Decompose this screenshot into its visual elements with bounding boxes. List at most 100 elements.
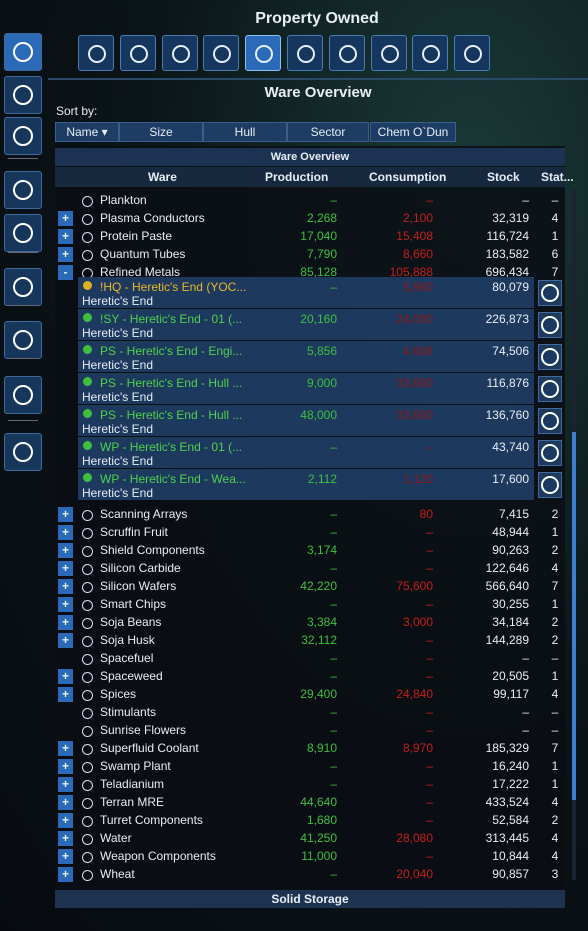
tab-button[interactable]: [203, 35, 240, 71]
ware-icon: [82, 600, 93, 611]
stations: 3: [551, 867, 559, 881]
production: –: [330, 193, 337, 207]
consumption: –: [426, 705, 433, 719]
tab-button[interactable]: [454, 35, 491, 71]
stock: 48,944: [492, 525, 529, 539]
stations: 2: [551, 507, 559, 521]
stock: 144,289: [485, 633, 529, 647]
tab-button[interactable]: [119, 35, 156, 71]
expand-button[interactable]: +: [58, 777, 73, 792]
expand-button[interactable]: +: [58, 633, 73, 648]
production: 29,400: [300, 687, 337, 701]
sidebar-button[interactable]: [4, 321, 42, 359]
expand-button[interactable]: +: [58, 507, 73, 522]
ware-icon: [82, 214, 93, 225]
table-title: Ware Overview: [55, 148, 565, 166]
stock: 226,873: [485, 312, 529, 326]
table-bg: [55, 146, 565, 908]
production: –: [330, 723, 337, 737]
expand-button[interactable]: +: [58, 687, 73, 702]
sort-button[interactable]: Name ▾: [55, 122, 119, 142]
station-row-bg[interactable]: [78, 309, 534, 340]
tab-button[interactable]: [412, 35, 449, 71]
expand-button[interactable]: +: [58, 615, 73, 630]
expand-button[interactable]: +: [58, 759, 73, 774]
sort-button[interactable]: Chem O`Dun: [370, 122, 456, 142]
expand-button[interactable]: +: [58, 525, 73, 540]
expand-button[interactable]: +: [58, 211, 73, 226]
ware-icon: [82, 726, 93, 737]
stations: 4: [551, 849, 559, 863]
expand-button[interactable]: +: [58, 229, 73, 244]
station-row-bg[interactable]: [78, 405, 534, 436]
ware-name: Plasma Conductors: [100, 211, 205, 225]
ware-name: Soja Husk: [100, 633, 155, 647]
ware-name: Soja Beans: [100, 615, 162, 629]
expand-button[interactable]: +: [58, 597, 73, 612]
stock: 185,329: [485, 741, 529, 755]
expand-button[interactable]: -: [58, 265, 73, 280]
stock: 183,582: [485, 247, 529, 261]
expand-button[interactable]: +: [58, 561, 73, 576]
station-name: WP - Heretic's End - Wea...: [100, 472, 246, 486]
expand-button[interactable]: +: [58, 247, 73, 262]
sort-button[interactable]: Size: [119, 122, 203, 142]
station-location: Heretic's End: [82, 358, 153, 372]
scroll-thumb[interactable]: [572, 432, 576, 800]
sidebar-button[interactable]: [4, 433, 42, 471]
ware-icon: [82, 690, 93, 701]
expand-button[interactable]: +: [58, 849, 73, 864]
consumption: –: [426, 525, 433, 539]
tab-button[interactable]: [287, 35, 323, 71]
production: –: [330, 597, 337, 611]
ware-name: Sunrise Flowers: [100, 723, 187, 737]
tab-button[interactable]: [78, 35, 114, 71]
stock: 122,646: [485, 561, 529, 575]
consumption: –: [426, 193, 433, 207]
production: –: [330, 561, 337, 575]
station-row-bg[interactable]: [78, 437, 534, 468]
stock: –: [522, 723, 529, 737]
sidebar-button[interactable]: [4, 214, 42, 252]
sort-button[interactable]: Hull: [203, 122, 287, 142]
sidebar-button[interactable]: [4, 76, 42, 114]
production: 20,160: [300, 312, 337, 326]
station-row-bg[interactable]: [78, 277, 534, 308]
stations: –: [551, 651, 559, 665]
sidebar-button[interactable]: [4, 268, 42, 306]
tab-button[interactable]: [161, 35, 198, 71]
column-header: Ware: [148, 170, 177, 184]
ware-name: Quantum Tubes: [100, 247, 186, 261]
production: 41,250: [300, 831, 337, 845]
stations: 1: [551, 597, 559, 611]
ware-icon: [82, 636, 93, 647]
expand-button[interactable]: +: [58, 543, 73, 558]
station-row-bg[interactable]: [78, 373, 534, 404]
ware-icon: [82, 780, 93, 791]
sidebar-button[interactable]: [4, 117, 42, 155]
tab-button[interactable]: [328, 35, 365, 71]
expand-button[interactable]: +: [58, 813, 73, 828]
expand-button[interactable]: +: [58, 831, 73, 846]
station-row-bg[interactable]: [78, 341, 534, 372]
expand-button[interactable]: +: [58, 669, 73, 684]
stock: 80,079: [492, 280, 529, 294]
column-header: Consumption: [369, 170, 447, 184]
stations: 7: [551, 741, 559, 755]
ware-name: Turret Components: [100, 813, 203, 827]
sidebar-button[interactable]: [4, 33, 42, 71]
stations: 4: [551, 687, 559, 701]
sort-button[interactable]: Sector: [287, 122, 369, 142]
sidebar-button[interactable]: [4, 376, 42, 414]
station-row-bg[interactable]: [78, 469, 534, 500]
tab-button[interactable]: [245, 35, 282, 71]
expand-button[interactable]: +: [58, 579, 73, 594]
sidebar-button[interactable]: [4, 171, 42, 209]
expand-button[interactable]: +: [58, 795, 73, 810]
divider: [48, 78, 588, 80]
expand-button[interactable]: +: [58, 867, 73, 882]
expand-button[interactable]: +: [58, 741, 73, 756]
stock: 34,184: [492, 615, 529, 629]
consumption: –: [426, 759, 433, 773]
tab-button[interactable]: [370, 35, 407, 71]
